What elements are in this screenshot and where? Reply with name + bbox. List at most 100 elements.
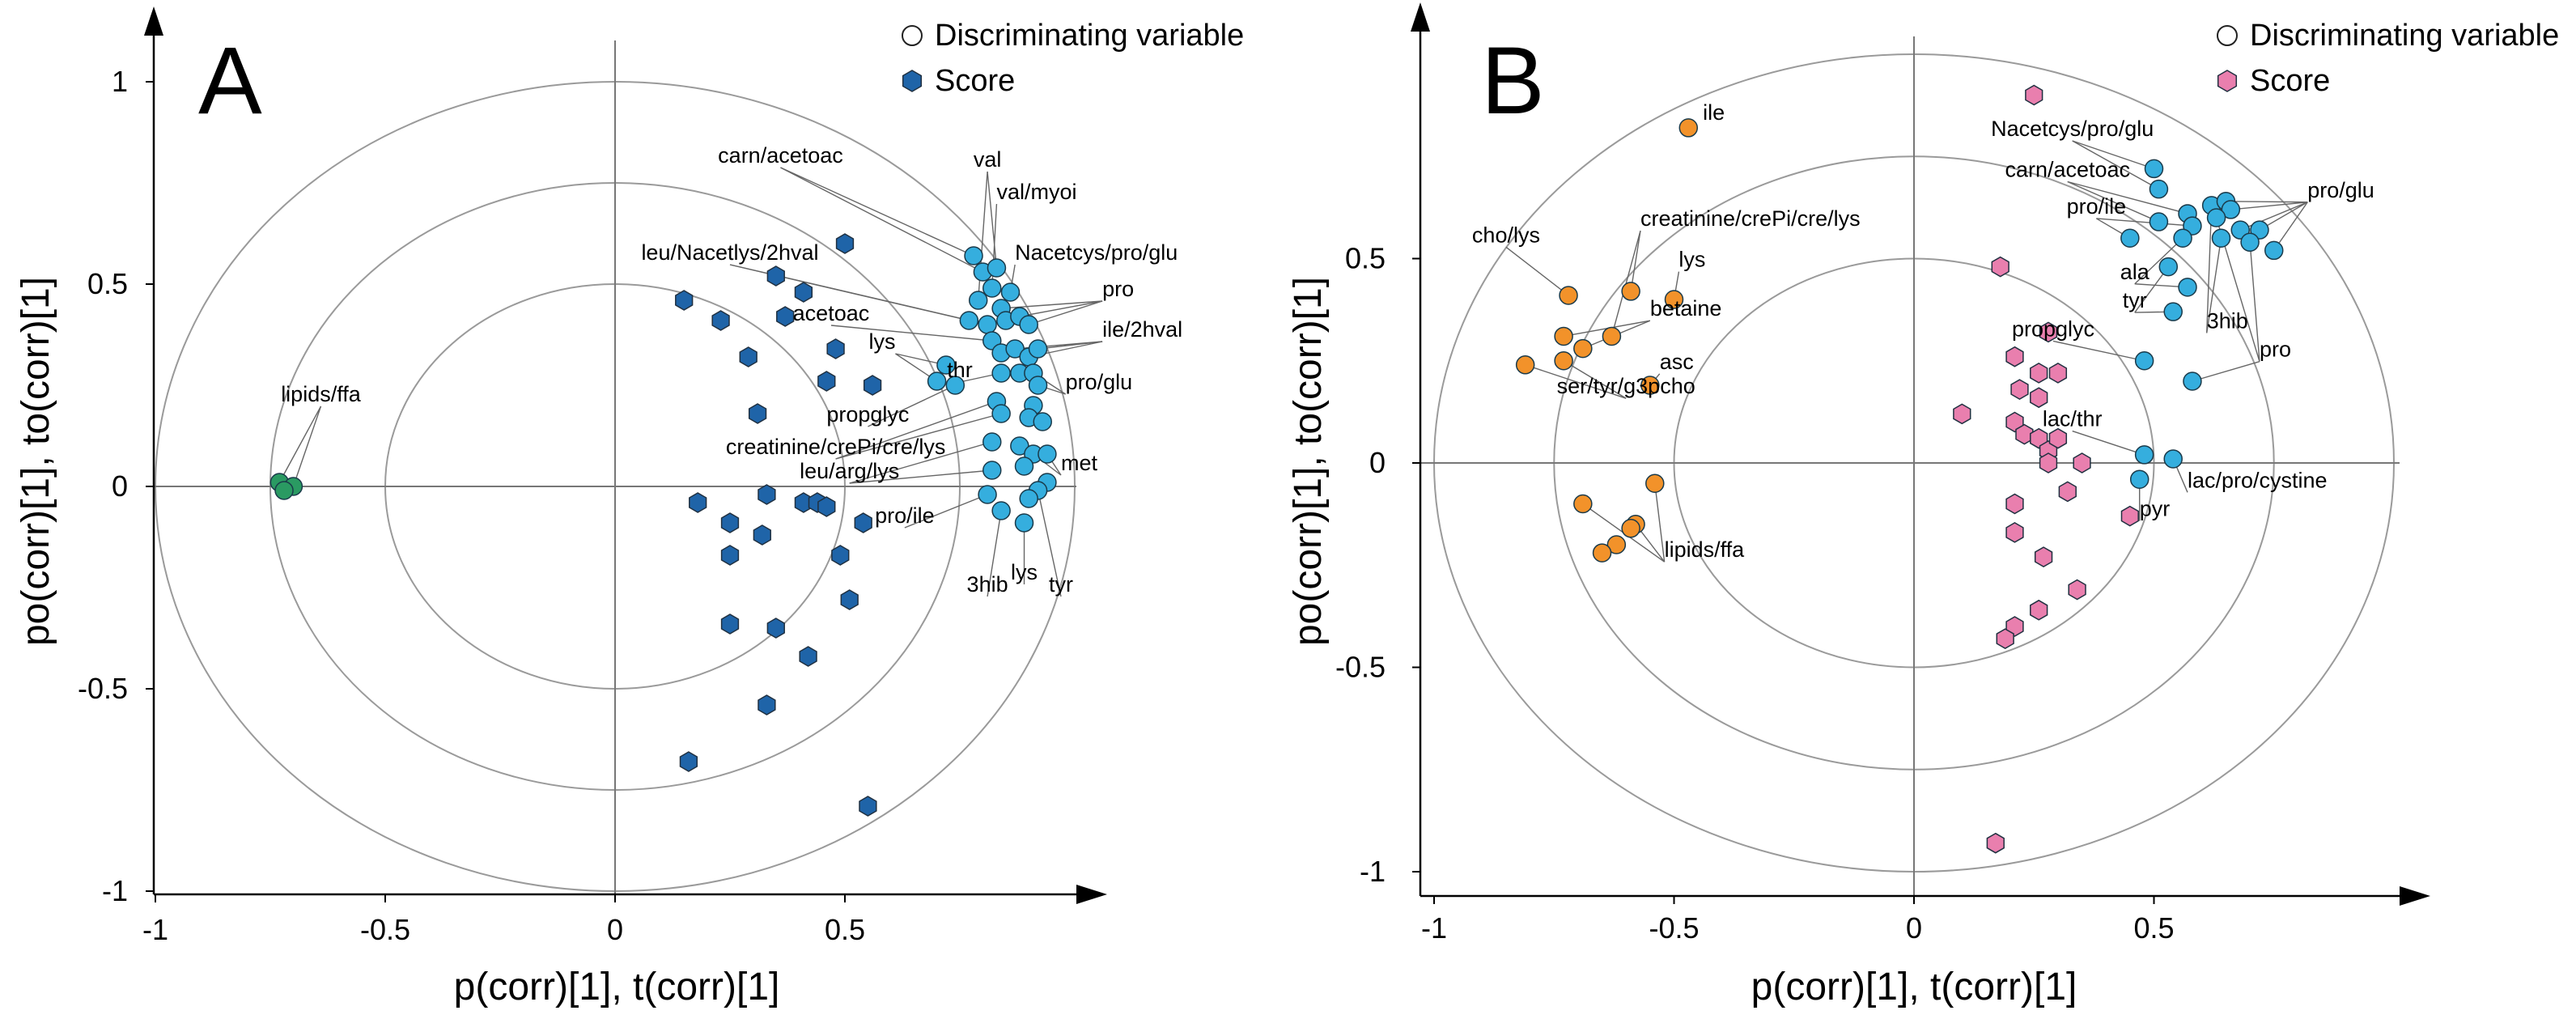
x-tick-label: -1 [142,913,168,946]
variable-point [1621,282,1640,301]
leader-line [830,325,992,342]
legend: Discriminating variable Score [2217,19,2559,98]
point-label: lys [868,329,895,354]
point-label: carn/acetoac [718,143,843,168]
leader-line [1630,230,1641,292]
score-point [2048,427,2068,449]
variable-point [987,258,1007,278]
score-point [2030,427,2048,449]
x-tick-label: 0.5 [2133,911,2174,945]
point-label: lac/pro/cystine [2188,468,2328,492]
score-point [758,694,776,715]
leader-line [1001,300,1103,309]
variable-point [274,481,294,500]
score-point [2039,452,2058,473]
variable-point [936,355,956,375]
score-point [2030,599,2048,621]
leader-line [2052,340,2145,362]
x-tick-label: 0 [1906,911,1922,945]
leader-line [904,494,988,529]
point-label: creatinine/crePi/cre/lys [726,435,946,459]
axes: -1 -0.5 0 0.5 1 0.5 0 -0.5 -1 [78,6,1107,946]
score-point [758,484,776,505]
variable-point [978,485,997,504]
score-point [831,545,850,566]
panel-a: -1 -0.5 0 0.5 1 0.5 0 -0.5 -1 p(corr)[1], t(corr)… [15,6,1244,1008]
variable-point [1606,535,1627,554]
x-tick-label: -0.5 [1649,911,1699,945]
variable-point [1038,444,1057,464]
variable-point [1678,118,1699,138]
variable-point [2264,240,2284,261]
point-label: cho/lys [1472,223,1540,247]
variable-point [2129,469,2149,489]
point-labels: ile Nacetcys/pro/glu carn/acetoac pro/glu pr… [1472,100,2374,562]
panel-letter: A [198,28,262,134]
point-label: 3hib [2207,308,2248,333]
variable-point [959,311,979,330]
point-label: pro [2260,338,2291,362]
variable-point [1019,315,1038,334]
leader-lines [1505,140,2308,563]
variable-point [1559,286,1578,305]
score-point [2005,616,2024,637]
point-label: tyr [2123,288,2147,312]
y-axis-arrow [144,6,163,36]
score-point [675,290,694,311]
score-point [2073,452,2091,473]
y-tick-label: -1 [1360,855,1386,888]
point-label: lipids/ffa [1665,537,1746,562]
legend: Discriminating variable Score [902,19,1244,98]
score-point [1986,832,2005,854]
variable-point [2163,449,2183,469]
y-tick-label: 0.5 [87,267,128,300]
point-label: lys [1011,560,1038,584]
leader-line [2206,205,2213,333]
legend-label: Discriminating variable [2250,19,2559,53]
point-label: ile [1703,100,1725,125]
leader-line [835,413,1002,460]
variable-point [1028,339,1048,359]
y-axis-title: po(corr)[1], to(corr)[1] [15,277,57,646]
leader-line [2206,238,2222,333]
score-point [817,496,836,517]
variable-point [2173,228,2192,248]
variable-point [1621,519,1640,538]
score-point [753,524,771,546]
score-point [2048,363,2068,384]
score-point [799,646,817,667]
variable-point [1592,543,1612,563]
score-point [2034,546,2053,567]
series-variables [269,473,303,500]
score-point [766,618,785,639]
legend-label: Discriminating variable [935,19,1244,53]
y-tick-label: -1 [102,874,128,907]
variable-point [1602,326,1622,346]
legend-circle-marker [902,25,923,46]
leader-line [1038,341,1103,350]
panel-letter: B [1481,28,1545,134]
y-tick-label: 0.5 [1345,242,1386,275]
variable-point [991,404,1011,423]
x-axis-arrow [1076,885,1107,904]
score-point [766,265,785,287]
point-label: lipids/ffa [281,382,362,406]
leader-line [278,405,322,483]
panel-b: -1 -0.5 0 0.5 0.5 0 -0.5 -1 p(corr)[1], t(corr)[… [1287,2,2559,1008]
variable-point [968,291,988,310]
variable-point [2134,445,2154,465]
score-point [1996,628,2014,649]
score-point [720,545,740,566]
score-point [720,512,740,533]
leader-line [1019,300,1103,317]
leader-line [2249,242,2260,362]
variable-point [2178,278,2197,297]
variable-point [1554,351,1573,371]
point-label: carn/acetoac [2005,158,2130,182]
score-point [2005,522,2024,543]
x-tick-label: -0.5 [360,913,410,946]
series-scores [675,233,882,817]
legend-label: Score [2250,64,2330,98]
point-label: leu/Nacetlys/2hval [641,240,818,265]
